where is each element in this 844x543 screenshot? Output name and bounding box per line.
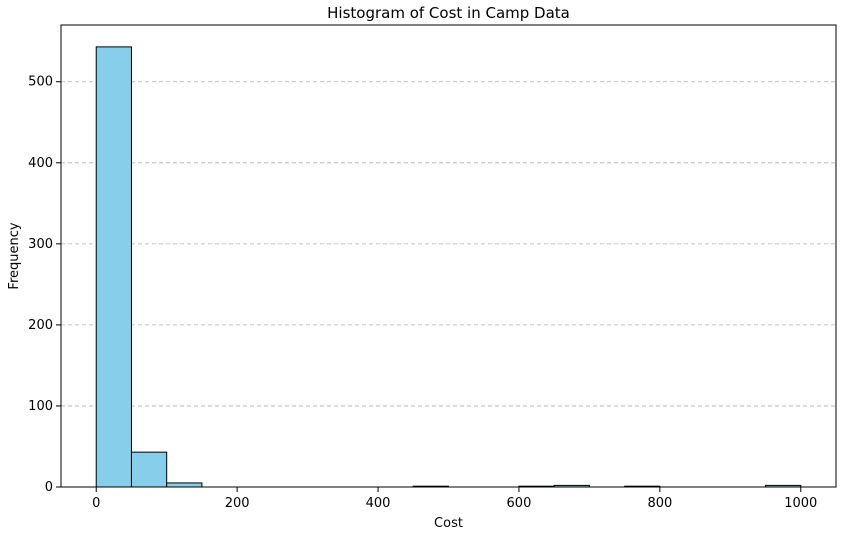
histogram-bars (95, 46, 802, 488)
histogram-bar (166, 482, 203, 488)
y-tick-label: 200 (28, 318, 53, 333)
histogram-bar (95, 46, 132, 488)
y-grid (61, 81, 836, 407)
x-tick-label: 400 (366, 496, 391, 511)
y-tick-label: 400 (28, 156, 53, 171)
x-tick-label: 0 (92, 496, 100, 511)
chart-title: Histogram of Cost in Camp Data (327, 4, 570, 22)
plot-area-frame (60, 24, 837, 488)
x-axis-label: Cost (434, 516, 463, 531)
x-tick-label: 1000 (784, 496, 817, 511)
y-tick-label: 300 (28, 237, 53, 252)
x-tick-label: 600 (507, 496, 532, 511)
y-tick-label: 500 (28, 75, 53, 90)
y-tick-label: 0 (45, 480, 53, 495)
x-axis-ticks: 0 200 400 600 800 1000 (92, 487, 817, 511)
y-axis-label: Frequency (7, 222, 22, 289)
x-tick-label: 800 (647, 496, 672, 511)
y-tick-label: 100 (28, 399, 53, 414)
y-axis-ticks: 0 100 200 300 400 500 (28, 75, 61, 495)
histogram-bar (130, 451, 168, 488)
x-tick-label: 200 (225, 496, 250, 511)
